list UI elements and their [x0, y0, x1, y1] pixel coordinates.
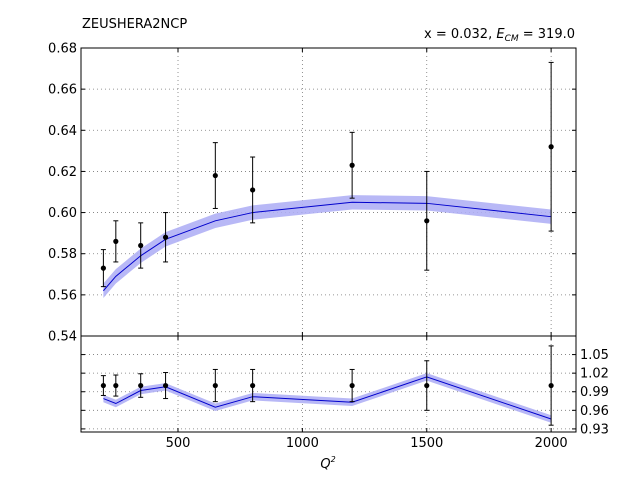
data-point: [100, 382, 106, 389]
x-axis-label: Q2: [320, 455, 335, 472]
y-tick-label: 0.58: [48, 247, 77, 262]
y-tick-label: 0.60: [48, 206, 77, 221]
data-point: [424, 218, 430, 224]
ratio-panel: 0.93 0.96 0.99 1.02 1.05 500 1000 1500 2000: [80, 335, 609, 451]
y-tick-label: 0.99: [580, 385, 609, 400]
theory-line: [103, 376, 552, 420]
uncertainty-band: [103, 373, 552, 423]
y-tick-label: 0.66: [48, 83, 77, 98]
y-tick-label: 0.56: [48, 288, 77, 303]
data-point: [100, 265, 106, 271]
chart-title: ZEUSHERA2NCP: [82, 17, 187, 32]
y-tick-label: 0.93: [580, 422, 609, 437]
data-point: [212, 172, 218, 179]
data-point: [113, 382, 119, 389]
x-tick-label: 1500: [410, 436, 443, 451]
theory-line: [103, 201, 552, 292]
axes-frame: [80, 47, 577, 337]
y-tick-label: 1.05: [580, 348, 609, 363]
uncertainty-band: [103, 195, 552, 298]
x-tick-label: 2000: [535, 436, 568, 451]
y-tick-label: 0.62: [48, 165, 77, 180]
data-point: [349, 382, 355, 389]
data-point: [138, 242, 144, 249]
y-tick-label: 0.96: [580, 404, 609, 419]
data-point: [349, 162, 355, 168]
data-point: [138, 382, 144, 389]
y-tick-label: 0.64: [48, 124, 77, 139]
data-point: [250, 187, 256, 193]
data-point: [548, 382, 554, 389]
data-point: [162, 234, 169, 240]
y-tick-label: 0.54: [48, 330, 77, 345]
data-point: [424, 382, 430, 389]
data-point: [113, 238, 119, 244]
x-tick-label: 1000: [286, 436, 319, 451]
data-point: [250, 382, 256, 389]
data-point: [212, 382, 218, 389]
x-tick-label: 500: [166, 436, 191, 451]
kinematics-label: x = 0.032, ECM = 319.0: [424, 27, 575, 44]
y-tick-label: 0.68: [48, 42, 77, 57]
main-panel: 0.54 0.56 0.58 0.60 0.62 0.64 0.66 0.68: [48, 42, 577, 345]
y-tick-label: 1.02: [580, 367, 609, 382]
axes-frame: [80, 335, 577, 433]
data-point: [548, 144, 554, 150]
data-point: [162, 382, 169, 389]
